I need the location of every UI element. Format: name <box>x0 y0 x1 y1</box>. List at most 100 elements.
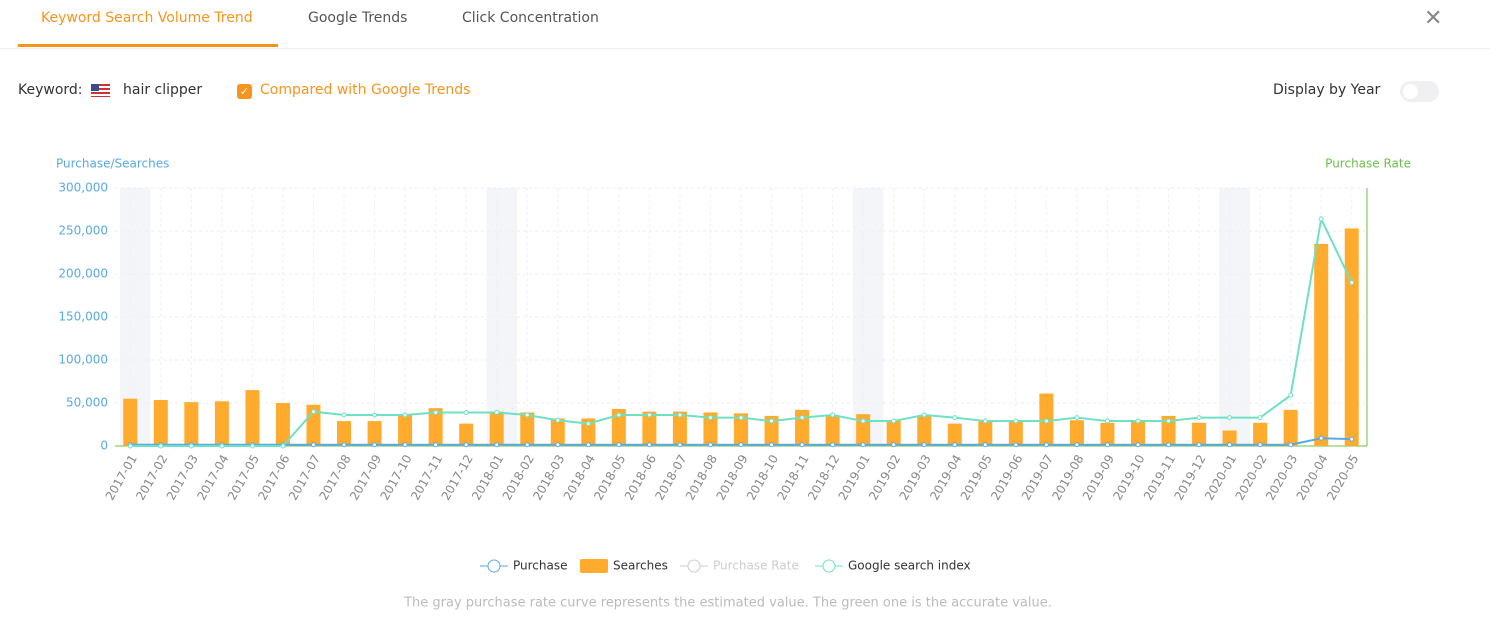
point <box>585 442 591 448</box>
point <box>707 442 713 448</box>
point <box>1043 442 1049 448</box>
point <box>555 417 561 423</box>
bar <box>642 411 657 446</box>
point <box>646 442 652 448</box>
bar <box>398 415 413 446</box>
legend-swatch <box>580 559 608 573</box>
keyword: hair clipper <box>123 82 203 98</box>
point <box>1043 418 1049 424</box>
display-by-year: Display by Year <box>1273 82 1381 98</box>
chart: Purchase/Searches Purchase Rate 0 50,000 100… <box>56 157 1411 611</box>
point <box>1318 216 1324 222</box>
note: The gray purchase rate curve represents … <box>403 596 1052 611</box>
point <box>1013 442 1019 448</box>
point <box>982 442 988 448</box>
bar <box>734 413 748 446</box>
point <box>341 412 347 418</box>
point <box>1166 418 1172 424</box>
point <box>372 442 378 448</box>
point <box>799 442 805 448</box>
bar <box>245 390 260 446</box>
close-button[interactable]: ✕ <box>1424 6 1443 31</box>
point <box>494 442 500 448</box>
bar <box>1314 243 1329 446</box>
y-tick-label: 150,000 <box>58 310 108 324</box>
point <box>1318 435 1324 441</box>
flag-icon <box>91 84 110 97</box>
point <box>372 412 378 418</box>
point <box>921 412 927 418</box>
point <box>616 442 622 448</box>
point <box>310 409 316 415</box>
tab[interactable]: Google Trends <box>308 10 408 26</box>
legend-label: Google search index <box>848 559 971 573</box>
bar <box>581 418 596 446</box>
point <box>738 442 744 448</box>
y-tick-label: 200,000 <box>58 267 108 281</box>
bar <box>1130 421 1145 446</box>
point <box>310 442 316 448</box>
checkbox[interactable]: ✓ <box>237 84 252 99</box>
bar <box>703 412 718 446</box>
point <box>585 421 591 427</box>
bar <box>1253 422 1268 446</box>
point <box>433 442 439 448</box>
point <box>402 442 408 448</box>
point <box>952 415 958 421</box>
point <box>616 412 622 418</box>
point <box>769 418 775 424</box>
point <box>1288 442 1294 448</box>
point <box>1166 442 1172 448</box>
point <box>555 442 561 448</box>
point <box>188 443 194 449</box>
point <box>463 409 469 415</box>
point <box>1257 415 1263 421</box>
point <box>1074 442 1080 448</box>
point <box>799 415 805 421</box>
point <box>982 418 988 424</box>
legend-swatch <box>687 559 701 573</box>
point <box>1135 418 1141 424</box>
legend-label: Searches <box>613 559 668 573</box>
bar <box>1283 409 1298 446</box>
tab[interactable]: Keyword Search Volume Trend <box>41 10 253 26</box>
legend-label: Purchase Rate <box>713 559 799 573</box>
y-tick-label: 300,000 <box>58 181 108 195</box>
bar <box>825 415 840 446</box>
point <box>830 412 836 418</box>
y-tick-label: 0 <box>100 439 108 453</box>
point <box>1135 442 1141 448</box>
point <box>891 442 897 448</box>
toggle[interactable] <box>1400 81 1439 102</box>
bar <box>1008 421 1023 446</box>
bar <box>947 423 962 446</box>
point <box>1196 442 1202 448</box>
bar <box>550 418 565 446</box>
bar <box>672 411 687 446</box>
point <box>860 442 866 448</box>
point <box>677 442 683 448</box>
legend-label: Purchase <box>513 559 568 573</box>
point <box>1196 415 1202 421</box>
compare-label[interactable]: Compared with Google Trends <box>260 82 471 98</box>
point <box>1349 436 1355 442</box>
point <box>921 442 927 448</box>
point <box>1349 280 1355 286</box>
point <box>1288 392 1294 398</box>
point <box>219 443 225 449</box>
y2-axis-title: Purchase Rate <box>1325 157 1411 171</box>
legend-swatch <box>822 559 836 573</box>
bar <box>275 403 290 446</box>
tab[interactable]: Click Concentration <box>462 10 599 26</box>
bar <box>611 409 626 446</box>
point <box>646 412 652 418</box>
legend-swatch <box>487 559 501 573</box>
keyword-label: Keyword: <box>18 82 83 98</box>
bar <box>184 402 199 446</box>
point <box>1227 415 1233 421</box>
bar <box>214 401 229 446</box>
bar <box>489 411 504 446</box>
point <box>891 418 897 424</box>
y-tick-label: 250,000 <box>58 224 108 238</box>
point <box>1257 442 1263 448</box>
